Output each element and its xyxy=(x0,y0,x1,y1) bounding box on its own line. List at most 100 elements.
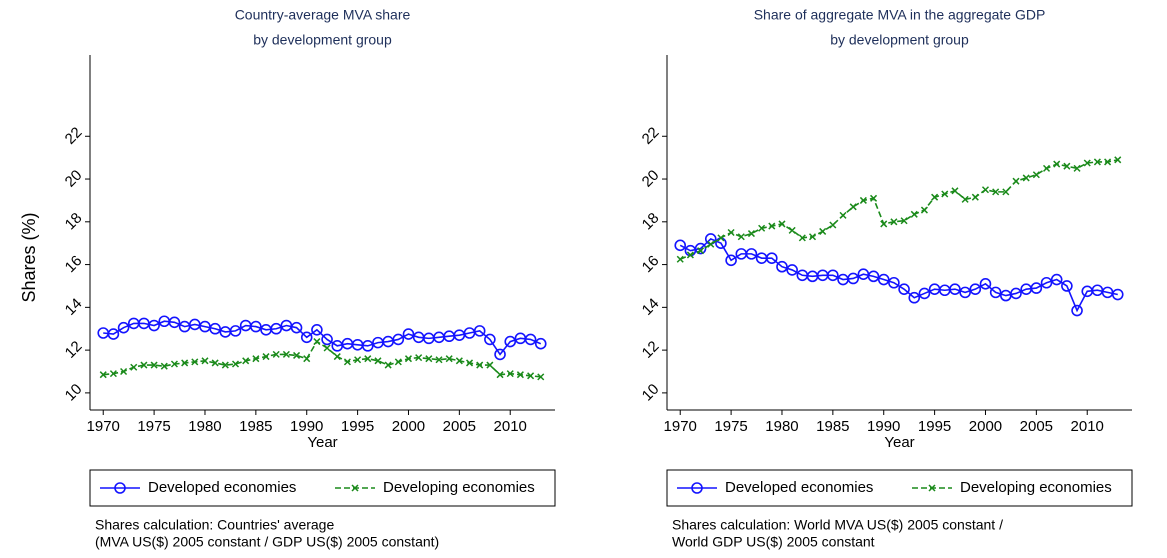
marker xyxy=(776,260,788,273)
marker xyxy=(516,371,524,379)
marker xyxy=(99,371,107,379)
legend-marker xyxy=(351,484,359,492)
marker xyxy=(847,272,860,285)
marker xyxy=(364,355,372,363)
marker xyxy=(849,203,857,211)
marker xyxy=(476,361,484,369)
marker xyxy=(321,333,333,346)
legend-box xyxy=(666,469,1133,507)
marker xyxy=(209,322,221,335)
marker xyxy=(1063,162,1071,170)
marker xyxy=(313,338,321,346)
marker xyxy=(473,325,486,337)
marker xyxy=(191,358,199,366)
legend-label: Developing economies xyxy=(960,479,1112,496)
marker xyxy=(969,283,982,295)
marker xyxy=(786,264,798,276)
y-tick-label: 12 xyxy=(639,338,663,362)
marker xyxy=(725,254,737,267)
marker xyxy=(961,195,969,203)
marker xyxy=(486,361,494,369)
chart-subtitle: by development group xyxy=(830,32,969,48)
marker xyxy=(527,372,535,380)
marker xyxy=(109,370,117,378)
marker xyxy=(1114,156,1122,164)
marker xyxy=(392,333,405,346)
marker xyxy=(839,211,847,219)
marker xyxy=(1010,287,1022,300)
marker xyxy=(231,360,240,368)
marker xyxy=(931,193,939,201)
marker xyxy=(979,278,992,290)
marker xyxy=(1030,282,1043,294)
marker xyxy=(1022,174,1030,182)
marker xyxy=(1053,160,1061,168)
marker xyxy=(1071,304,1083,317)
marker xyxy=(788,226,796,234)
x-tick-label: 1985 xyxy=(239,418,272,435)
x-tick-label: 2010 xyxy=(494,418,527,435)
marker xyxy=(494,348,506,361)
marker xyxy=(1050,273,1063,286)
marker xyxy=(959,286,971,299)
marker xyxy=(300,331,313,344)
note: Shares calculation: Countries' average xyxy=(95,517,334,533)
marker xyxy=(140,361,148,369)
marker xyxy=(674,239,687,252)
x-tick-label: 1985 xyxy=(816,418,849,435)
x-tick-label: 2000 xyxy=(392,418,425,435)
marker xyxy=(880,220,888,228)
marker xyxy=(323,344,331,352)
marker xyxy=(676,255,684,263)
marker xyxy=(262,353,270,361)
marker xyxy=(1032,171,1040,179)
marker xyxy=(768,222,776,230)
chart-title: Share of aggregate MVA in the aggregate … xyxy=(754,7,1046,23)
marker xyxy=(148,319,160,332)
marker xyxy=(221,361,229,369)
marker xyxy=(949,283,961,295)
y-tick-label: 20 xyxy=(639,167,663,191)
marker xyxy=(354,356,362,364)
series-line xyxy=(679,159,1118,260)
marker xyxy=(404,355,413,363)
marker xyxy=(992,188,1000,196)
x-tick-label: 2000 xyxy=(969,418,1002,435)
x-tick-label: 2010 xyxy=(1071,418,1104,435)
marker xyxy=(747,230,755,238)
marker xyxy=(484,333,496,346)
y-tick-label: 14 xyxy=(62,295,86,319)
marker xyxy=(211,359,219,367)
marker xyxy=(717,234,725,242)
marker xyxy=(829,221,837,229)
marker xyxy=(384,361,392,369)
marker xyxy=(778,220,786,228)
marker xyxy=(1083,159,1091,167)
y-tick-label: 18 xyxy=(62,210,86,234)
series-line xyxy=(679,237,1118,313)
x-tick-label: 2005 xyxy=(1020,418,1053,435)
legend-label: Developed economies xyxy=(148,479,296,496)
marker xyxy=(908,291,921,304)
marker xyxy=(827,269,839,282)
marker xyxy=(920,206,928,214)
marker xyxy=(898,283,910,295)
y-tick-label: 20 xyxy=(62,167,86,191)
marker xyxy=(1104,158,1112,166)
marker xyxy=(425,355,433,363)
marker xyxy=(252,355,260,363)
x-tick-label: 1970 xyxy=(87,418,120,435)
marker xyxy=(506,370,514,378)
x-tick-label: 1990 xyxy=(290,418,323,435)
marker xyxy=(242,357,250,365)
marker xyxy=(900,217,908,225)
marker xyxy=(524,333,537,346)
x-tick-label: 1995 xyxy=(341,418,374,435)
marker xyxy=(686,251,694,259)
marker xyxy=(435,356,443,364)
marker xyxy=(311,324,323,336)
marker xyxy=(941,190,949,198)
series-line xyxy=(103,320,542,356)
chart-title: Country-average MVA share xyxy=(235,7,411,23)
